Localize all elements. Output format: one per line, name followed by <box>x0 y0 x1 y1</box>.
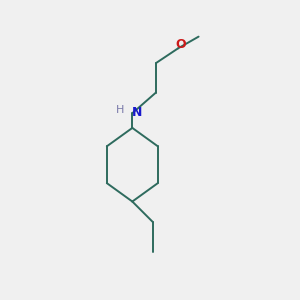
Text: O: O <box>176 38 186 50</box>
Text: N: N <box>132 106 142 119</box>
Text: H: H <box>116 105 125 115</box>
